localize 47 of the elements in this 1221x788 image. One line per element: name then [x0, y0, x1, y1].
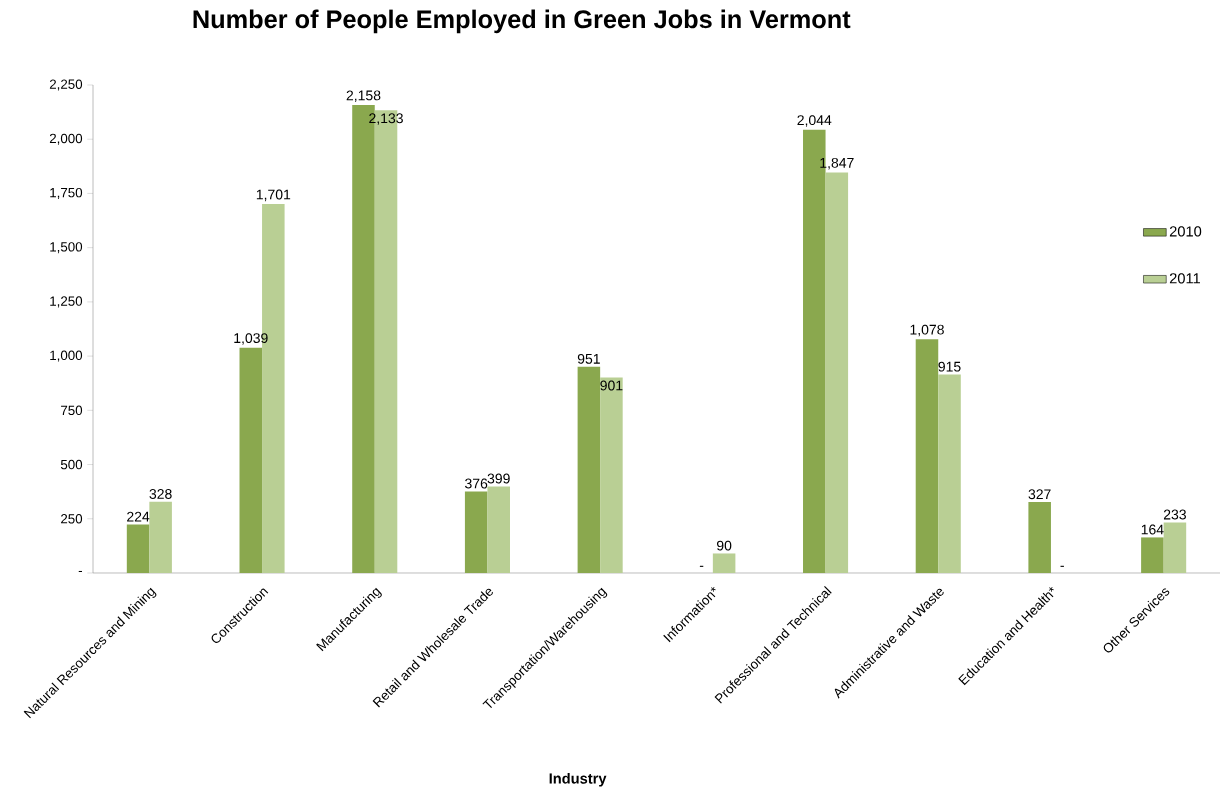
x-axis-title: Industry — [549, 772, 607, 787]
bar — [712, 553, 736, 573]
y-tick-label: 1,750 — [50, 187, 83, 199]
data-label: - — [699, 565, 704, 567]
bar — [239, 347, 263, 573]
legend-label: 2010 — [1169, 226, 1202, 237]
data-label: 915 — [938, 361, 961, 372]
bar — [825, 172, 849, 573]
data-label: 951 — [577, 353, 600, 364]
data-label: 1,701 — [256, 189, 291, 202]
bar — [938, 374, 961, 573]
y-tick-label: 1,500 — [50, 242, 83, 254]
bar — [915, 339, 939, 573]
y-tick-label: 250 — [61, 514, 83, 524]
y-tick-label: 500 — [60, 459, 83, 470]
data-label: 1,078 — [910, 324, 944, 337]
data-label: 399 — [487, 473, 510, 484]
data-label: 376 — [465, 478, 488, 489]
y-tick-label: 1,000 — [50, 350, 83, 362]
bar — [600, 377, 623, 573]
bar — [577, 366, 601, 573]
legend-label: 2011 — [1169, 273, 1200, 284]
data-label: 1,039 — [234, 333, 268, 345]
data-label: 327 — [1028, 489, 1051, 500]
bar — [1163, 522, 1187, 573]
bar — [487, 486, 510, 573]
data-label: 901 — [600, 380, 623, 391]
data-label: 90 — [716, 540, 732, 551]
bar — [149, 501, 172, 573]
y-tick-label: 1,250 — [50, 296, 83, 308]
bar — [1141, 537, 1164, 573]
data-label: 233 — [1163, 509, 1186, 520]
data-label: 328 — [149, 489, 172, 499]
data-label: 2,044 — [797, 115, 832, 127]
data-label: - — [1060, 565, 1064, 567]
y-tick-label: - — [78, 570, 83, 572]
data-label: 164 — [1141, 524, 1164, 535]
data-label: 224 — [127, 511, 150, 522]
data-label: 2,158 — [346, 90, 381, 103]
y-tick-label: 750 — [61, 405, 83, 416]
bar — [1028, 502, 1051, 573]
y-tick-label: 2,250 — [49, 79, 83, 91]
y-tick-label: 2,000 — [49, 133, 83, 145]
data-label: 2,133 — [369, 113, 403, 125]
bar — [464, 491, 488, 573]
chart-title: Number of People Employed in Green Jobs in Vermont — [193, 9, 851, 34]
bar — [126, 524, 150, 573]
